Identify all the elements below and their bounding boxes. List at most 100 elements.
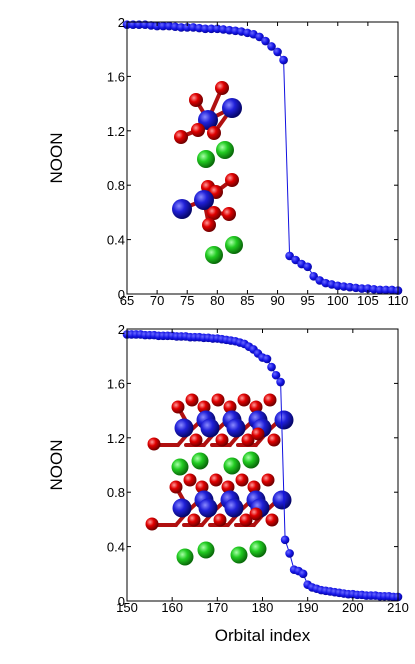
oxygen-atom [267, 433, 281, 447]
molecule-illustration-bottom [145, 393, 294, 566]
data-point [357, 284, 367, 293]
data-point [303, 262, 312, 272]
data-point [291, 255, 300, 265]
oxygen-atom [213, 513, 227, 527]
data-point [134, 20, 144, 30]
x-tick-label: 80 [210, 293, 224, 308]
oxygen-atom [183, 473, 197, 487]
chart-top-marks [122, 20, 403, 295]
chlorine-atom [230, 546, 248, 564]
y-tick-label: 1.6 [107, 376, 125, 391]
y-tick-label: 0 [118, 594, 125, 609]
data-point [280, 535, 290, 545]
oxygen-atom [247, 480, 261, 494]
oxygen-atom [189, 93, 203, 107]
chart-top: 65 70 75 80 85 90 95 100 105 110 0 0.4 0.8 1.2 1.6 2 NO… [47, 15, 408, 308]
data-point [381, 285, 391, 295]
data-point [152, 21, 162, 31]
oxygen-atom [223, 400, 237, 414]
oxygen-atom [241, 433, 255, 447]
oxygen-atom [265, 513, 279, 527]
data-point [261, 36, 270, 46]
oxygen-atom [189, 433, 203, 447]
data-point [128, 20, 138, 30]
chart-top-ticks: 65 70 75 80 85 90 95 100 105 110 0 0.4 0.8 1.2 1.6 2 [107, 15, 408, 308]
x-tick-label: 160 [161, 600, 183, 615]
chart-bottom: 150 160 170 180 190 200 210 0 0.4 0.8 1.2 1.6 2 NOON… [47, 322, 409, 645]
data-point [285, 251, 294, 261]
x-tick-label: 85 [240, 293, 254, 308]
metal-atom [272, 490, 292, 510]
oxygen-atom [249, 507, 263, 521]
series-line [127, 333, 398, 598]
metal-atom [172, 199, 192, 219]
oxygen-atom [215, 433, 229, 447]
chlorine-atom [205, 246, 223, 264]
metal-atom [194, 190, 214, 210]
data-point [255, 32, 264, 42]
x-tick-label: 75 [180, 293, 194, 308]
oxygen-atom [187, 513, 201, 527]
oxygen-atom [147, 437, 161, 451]
oxygen-atom [215, 81, 229, 95]
chlorine-atom [249, 540, 267, 558]
oxygen-atom [174, 130, 188, 144]
data-point [276, 377, 285, 387]
y-tick-label: 0.4 [107, 233, 125, 248]
molecule-illustration-top [172, 81, 243, 264]
chlorine-atom [197, 150, 215, 168]
y-tick-label: 1.2 [107, 431, 125, 446]
oxygen-atom [209, 473, 223, 487]
data-point [267, 362, 276, 372]
x-tick-label: 150 [116, 600, 138, 615]
metal-atom [172, 498, 192, 518]
data-point [375, 285, 385, 295]
chlorine-atom [216, 141, 234, 159]
y-tick-label: 1.6 [107, 69, 125, 84]
chart-bottom-marks [122, 330, 403, 602]
y-tick-label: 0.8 [107, 178, 125, 193]
oxygen-atom [251, 427, 265, 441]
oxygen-atom [225, 173, 239, 187]
chlorine-atom [176, 548, 194, 566]
x-tick-label: 65 [120, 293, 134, 308]
x-tick-label: 190 [297, 600, 319, 615]
oxygen-atom [222, 207, 236, 221]
chart-bottom-frame [126, 328, 399, 602]
oxygen-atom [207, 206, 221, 220]
metal-atom [198, 110, 218, 130]
oxygen-atom [197, 400, 211, 414]
series-line [127, 24, 399, 292]
data-point [285, 549, 294, 558]
data-point [182, 23, 192, 32]
x-tick-label: 180 [252, 600, 274, 615]
oxygen-atom [171, 400, 185, 414]
y-tick-label: 2 [118, 15, 125, 30]
metal-atom [226, 418, 246, 438]
oxygen-atom [202, 218, 216, 232]
x-tick-label: 200 [342, 600, 364, 615]
data-point [279, 55, 288, 65]
data-point [176, 23, 186, 32]
metal-atom [198, 498, 218, 518]
metal-atom [274, 410, 294, 430]
data-point [262, 354, 272, 364]
oxygen-atom [185, 393, 199, 407]
x-tick-label: 70 [150, 293, 164, 308]
oxygen-atom [207, 126, 221, 140]
oxygen-atom [235, 473, 249, 487]
chlorine-atom [171, 458, 189, 476]
data-point [200, 24, 210, 34]
metal-atom [174, 418, 194, 438]
data-point [267, 42, 276, 51]
chlorine-atom [191, 452, 209, 470]
oxygen-atom [237, 393, 251, 407]
oxygen-atom [261, 473, 275, 487]
oxygen-atom [191, 123, 205, 137]
data-point [207, 24, 216, 34]
chart-top-ylabel: NOON [47, 133, 66, 184]
x-tick-label: 170 [206, 600, 228, 615]
y-tick-label: 0.8 [107, 485, 125, 500]
x-tick-label: 210 [387, 600, 409, 615]
